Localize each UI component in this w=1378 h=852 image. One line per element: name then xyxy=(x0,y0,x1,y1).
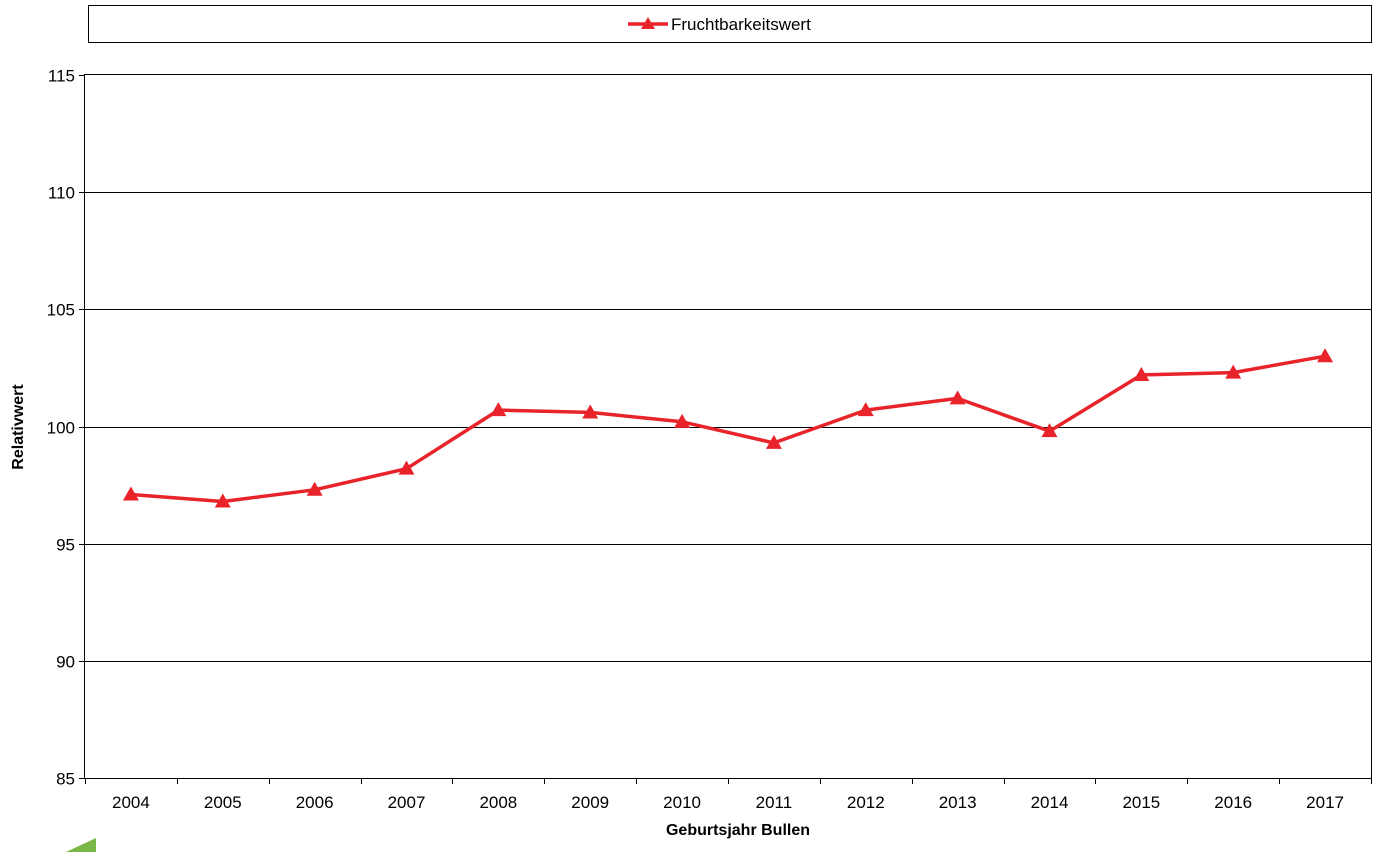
data-point-marker xyxy=(490,402,507,417)
y-tick-label: 105 xyxy=(47,301,75,320)
data-point-marker xyxy=(1041,423,1058,438)
data-point-marker xyxy=(1133,366,1150,381)
x-tick-label: 2012 xyxy=(847,793,885,812)
data-point-marker xyxy=(214,493,231,508)
data-point-marker xyxy=(949,390,966,405)
y-tick-label: 90 xyxy=(56,653,75,672)
x-tick-label: 2015 xyxy=(1122,793,1160,812)
y-tick-label: 110 xyxy=(48,184,75,203)
legend: Fruchtbarkeitswert xyxy=(88,5,1372,43)
y-tick-labels: 85 90 95 100 105 110 115 xyxy=(47,67,75,789)
y-tick-label: 95 xyxy=(56,536,75,555)
legend-label: Fruchtbarkeitswert xyxy=(671,15,811,34)
y-gridlines xyxy=(79,75,1371,779)
x-tick-label: 2014 xyxy=(1031,793,1069,812)
corner-decoration xyxy=(66,838,96,852)
x-tick-label: 2009 xyxy=(571,793,609,812)
plot-area-frame xyxy=(84,74,1372,779)
x-tick-label: 2010 xyxy=(663,793,701,812)
legend-marker xyxy=(641,17,655,29)
data-point-marker xyxy=(306,481,323,496)
y-axis-title: Relativwert xyxy=(10,384,27,470)
x-tick-label: 2004 xyxy=(112,793,150,812)
x-tick-label: 2006 xyxy=(296,793,334,812)
x-tick-label: 2008 xyxy=(479,793,517,812)
x-tick-label: 2016 xyxy=(1214,793,1252,812)
x-tick-labels: 2004 2005 2006 2007 2008 2009 2010 2011 2012 2013… xyxy=(112,793,1344,812)
series-line xyxy=(130,354,1326,504)
x-ticks xyxy=(85,778,1372,784)
data-point-marker xyxy=(122,486,139,501)
data-point-marker xyxy=(857,402,874,417)
y-tick-label: 100 xyxy=(47,419,75,438)
series-layer xyxy=(122,348,1334,508)
y-tick-label: 85 xyxy=(56,770,75,789)
x-axis-title: Geburtsjahr Bullen xyxy=(666,822,810,839)
x-tick-label: 2013 xyxy=(939,793,977,812)
x-tick-label: 2005 xyxy=(204,793,242,812)
x-tick-label: 2017 xyxy=(1306,793,1344,812)
data-point-marker xyxy=(765,434,782,449)
y-tick-label: 115 xyxy=(48,67,75,86)
data-point-marker xyxy=(582,404,599,419)
data-point-marker xyxy=(674,413,691,428)
data-point-marker xyxy=(398,460,415,475)
data-point-marker xyxy=(1225,364,1242,379)
data-point-marker xyxy=(1317,348,1334,363)
legend-box xyxy=(88,5,1372,43)
x-tick-label: 2007 xyxy=(388,793,426,812)
x-tick-label: 2011 xyxy=(756,793,793,812)
